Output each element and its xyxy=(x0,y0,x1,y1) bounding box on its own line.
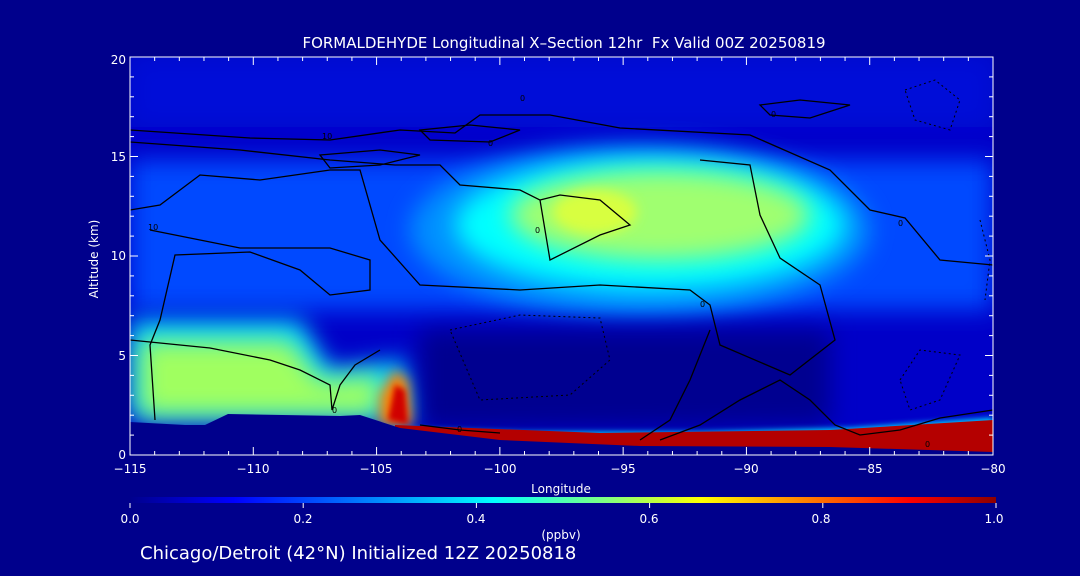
contours xyxy=(130,99,993,441)
colorbar-tick-label: 0.4 xyxy=(466,512,486,526)
field-mid-minimum xyxy=(420,330,830,430)
colorbar-tick-label: 0.6 xyxy=(639,512,659,526)
contour-label: 0 xyxy=(898,219,903,228)
contour-label: 0 xyxy=(535,226,540,235)
contour-label: 0 xyxy=(520,94,525,103)
dotted-contours xyxy=(449,79,991,411)
y-tick-label: 20 xyxy=(110,53,126,67)
heatmap-field: 10 10 0 0 0 0 0 0 0 0 0 xyxy=(130,57,993,455)
colorbar-units: (ppbv) xyxy=(541,528,581,542)
y-tick-label: 5 xyxy=(118,348,126,363)
contour-label: 0 xyxy=(771,110,776,119)
x-tick-label: −80 xyxy=(980,462,1006,476)
x-tick-label: −115 xyxy=(113,462,147,476)
x-tick-label: −90 xyxy=(733,462,759,476)
field-upper-band xyxy=(130,57,993,127)
contour-label: 0 xyxy=(488,139,493,148)
contour-labels: 10 10 0 0 0 0 0 0 0 0 0 xyxy=(148,94,930,449)
x-tick-label: −85 xyxy=(857,462,883,476)
field-western-layer-inner xyxy=(140,340,380,415)
y-tick-label: 10 xyxy=(110,249,126,263)
terrain xyxy=(130,414,993,455)
contour-label: 0 xyxy=(700,300,705,309)
x-tick-label: −105 xyxy=(359,462,393,476)
field-plume-core xyxy=(553,190,637,234)
contour-label: 0 xyxy=(457,425,462,434)
colorbar xyxy=(130,497,996,503)
field-hot-spot-inner xyxy=(388,385,408,425)
contour-label: 0 xyxy=(332,406,337,415)
y-axis-label: Altitude (km) xyxy=(87,219,101,299)
x-axis-label: Longitude xyxy=(531,482,591,496)
colorbar-tick-label: 0.2 xyxy=(293,512,313,526)
contour-label: 0 xyxy=(925,440,930,449)
chart-title: FORMALDEHYDE Longitudinal X–Section 12hr… xyxy=(302,34,826,52)
footer-text: Chicago/Detroit (42°N) Initialized 12Z 2… xyxy=(140,543,577,564)
contour-label: 10 xyxy=(148,223,158,232)
colorbar-tick-label: 1.0 xyxy=(984,512,1004,526)
colorbar-ticks xyxy=(129,503,997,508)
x-tick-label: −100 xyxy=(483,462,517,476)
colorbar-tick-label: 0.8 xyxy=(811,512,831,526)
x-tick-label: −95 xyxy=(610,462,636,476)
y-tick-label: 15 xyxy=(110,149,126,164)
tick-marks xyxy=(129,56,994,456)
colorbar-tick-label: 0.0 xyxy=(120,512,140,526)
contour-label: 10 xyxy=(322,132,332,141)
x-tick-label: −110 xyxy=(236,462,270,476)
y-tick-label: 0 xyxy=(118,448,126,462)
